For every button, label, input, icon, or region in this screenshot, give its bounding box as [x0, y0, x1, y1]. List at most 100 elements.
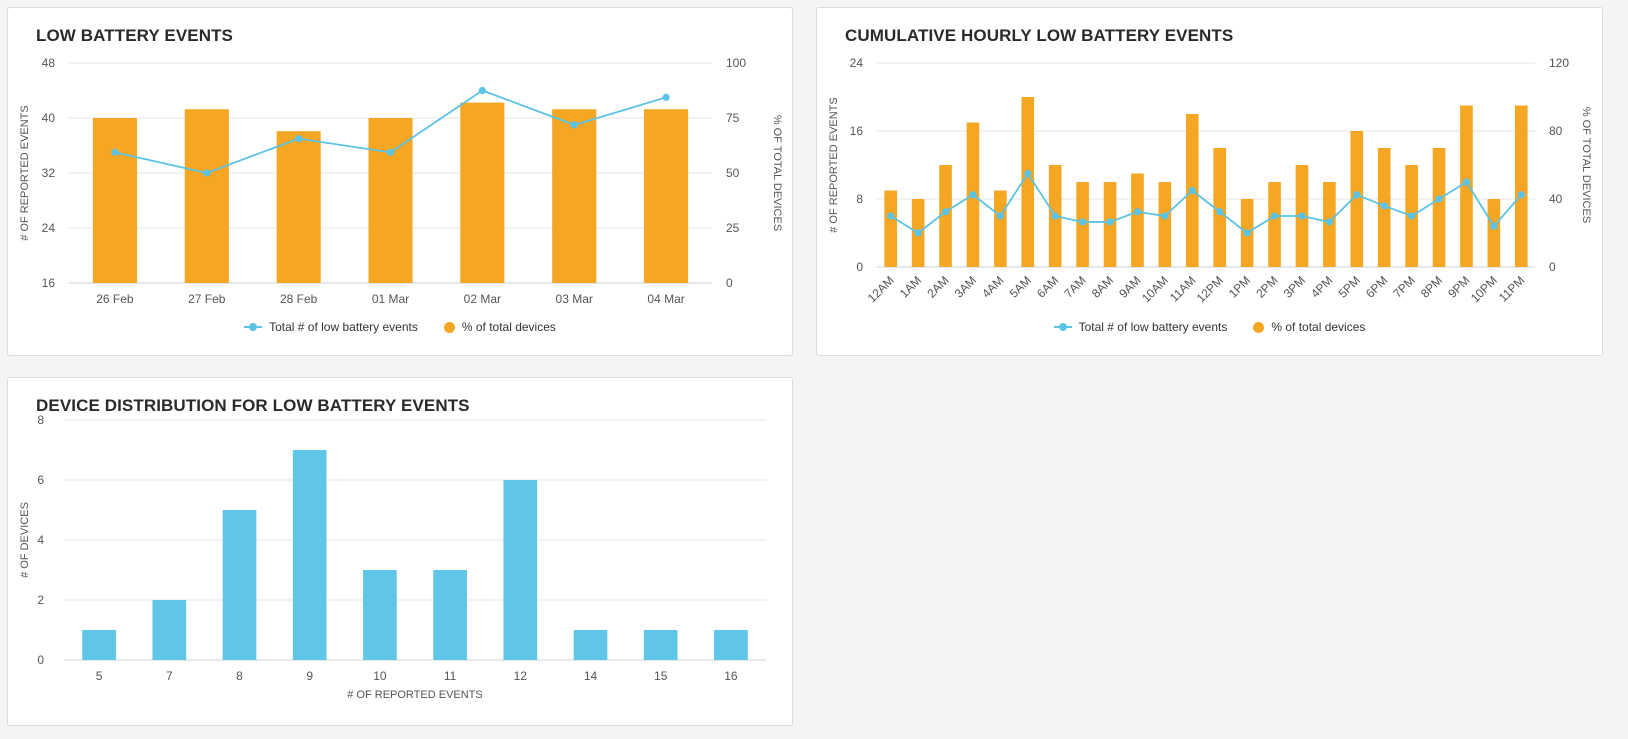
line-point	[203, 169, 211, 177]
x-tick-label: 28 Feb	[280, 292, 318, 306]
y-tick-label: 48	[42, 56, 56, 70]
x-tick-label: 01 Mar	[372, 292, 409, 306]
line-point	[1408, 212, 1416, 220]
line-point	[1188, 186, 1196, 195]
x-tick-label: 2PM	[1253, 273, 1280, 300]
x-tick-label: 1PM	[1226, 273, 1253, 300]
y2-axis-title: % OF TOTAL DEVICES	[771, 115, 783, 231]
bar	[1487, 199, 1501, 267]
line-point	[969, 191, 977, 199]
x-tick-label: 8	[236, 669, 243, 683]
bar	[643, 630, 678, 660]
bar	[552, 109, 597, 283]
x-tick-label: 14	[584, 669, 598, 683]
x-tick-label: 26 Feb	[96, 292, 134, 306]
line-point	[1298, 212, 1306, 220]
line-point	[295, 135, 303, 143]
y-axis-title: # OF REPORTED EVENTS	[19, 105, 31, 241]
line-point	[1243, 229, 1251, 237]
x-tick-label: 7AM	[1061, 273, 1088, 300]
x-tick-label: 5PM	[1336, 273, 1363, 300]
y-tick-label: 6	[37, 473, 44, 487]
y-tick-label: 4	[37, 533, 44, 547]
x-tick-label: 6PM	[1363, 273, 1390, 300]
x-tick-label: 8PM	[1418, 273, 1445, 300]
line-point	[1216, 208, 1224, 216]
x-axis-title: # OF REPORTED EVENTS	[347, 689, 483, 701]
y-tick-label: 2	[37, 593, 44, 607]
y-tick-label: 16	[42, 276, 56, 290]
circle-marker-icon	[443, 321, 455, 333]
y-tick-label: 8	[856, 192, 863, 206]
line-point	[1270, 212, 1279, 220]
y-tick-label: 8	[37, 413, 44, 427]
bar	[368, 118, 413, 283]
line-point	[1106, 218, 1114, 226]
line-point	[570, 121, 578, 129]
bar	[92, 118, 137, 283]
y2-tick-label: 100	[726, 56, 746, 70]
x-tick-label: 16	[724, 669, 738, 683]
bar	[503, 480, 538, 660]
line-point	[1490, 222, 1498, 230]
bar	[573, 630, 608, 660]
series-line	[890, 171, 1522, 235]
bar	[222, 510, 257, 660]
y-tick-label: 24	[850, 56, 864, 70]
x-tick-label: 10PM	[1468, 273, 1500, 305]
bar	[994, 190, 1007, 267]
x-tick-label: 12	[514, 669, 528, 683]
x-tick-label: 10	[373, 669, 387, 683]
legend-item-percent[interactable]: % of total devices	[443, 320, 556, 334]
low-battery-events-panel: LOW BATTERY EVENTS 16 24 32 40 48 0 25 50 75 100 2…	[7, 7, 793, 356]
bar	[1158, 182, 1172, 267]
x-tick-label: 04 Mar	[647, 292, 684, 306]
line-point	[887, 212, 895, 220]
x-tick-label: 1AM	[897, 273, 924, 300]
panel-title: CUMULATIVE HOURLY LOW BATTERY EVENTS	[845, 26, 1234, 45]
x-tick-label: 11AM	[1167, 273, 1198, 304]
line-point	[1024, 169, 1032, 178]
bar	[433, 570, 467, 660]
chart-legend: Total # of low battery events % of total…	[817, 320, 1602, 334]
x-tick-label: 2AM	[924, 273, 951, 300]
line-point	[1380, 202, 1388, 210]
panel-title: LOW BATTERY EVENTS	[36, 26, 233, 45]
y-tick-label: 16	[850, 124, 864, 138]
bar	[884, 190, 898, 267]
line-point	[1325, 218, 1333, 226]
x-tick-label: 12PM	[1194, 273, 1226, 305]
bar	[152, 600, 187, 660]
y-tick-label: 32	[42, 166, 56, 180]
circle-marker-icon	[1253, 321, 1265, 333]
x-tick-label: 4AM	[979, 273, 1006, 300]
line-point	[1051, 212, 1059, 220]
x-tick-label: 11PM	[1496, 273, 1527, 304]
bar	[1131, 173, 1144, 267]
bar	[82, 630, 116, 660]
x-tick-label: 10AM	[1139, 273, 1171, 305]
bar	[939, 165, 952, 267]
legend-item-events[interactable]: Total # of low battery events	[244, 320, 418, 334]
bar	[1213, 148, 1227, 267]
bar	[1514, 105, 1528, 267]
x-tick-label: 8AM	[1089, 273, 1116, 300]
bar	[644, 109, 689, 283]
x-tick-label: 4PM	[1308, 273, 1335, 300]
line-point	[111, 148, 119, 156]
device-distribution-chart: 0 2 4 6 8 5 7 8 9 10 11 12 14 15 16 # OF REPORTED EVENT…	[19, 413, 766, 701]
bar	[714, 630, 748, 660]
legend-item-percent[interactable]: % of total devices	[1253, 320, 1365, 334]
y2-tick-label: 120	[1549, 56, 1569, 70]
y2-tick-label: 25	[726, 221, 740, 235]
line-point	[1079, 218, 1087, 226]
bar	[276, 131, 321, 283]
y2-tick-label: 0	[1549, 260, 1556, 274]
legend-label: % of total devices	[461, 320, 556, 334]
legend-item-events[interactable]: Total # of low battery events	[1053, 320, 1227, 334]
line-point	[662, 93, 670, 101]
bar	[363, 570, 397, 660]
line-point	[386, 148, 395, 156]
bar	[292, 450, 327, 660]
